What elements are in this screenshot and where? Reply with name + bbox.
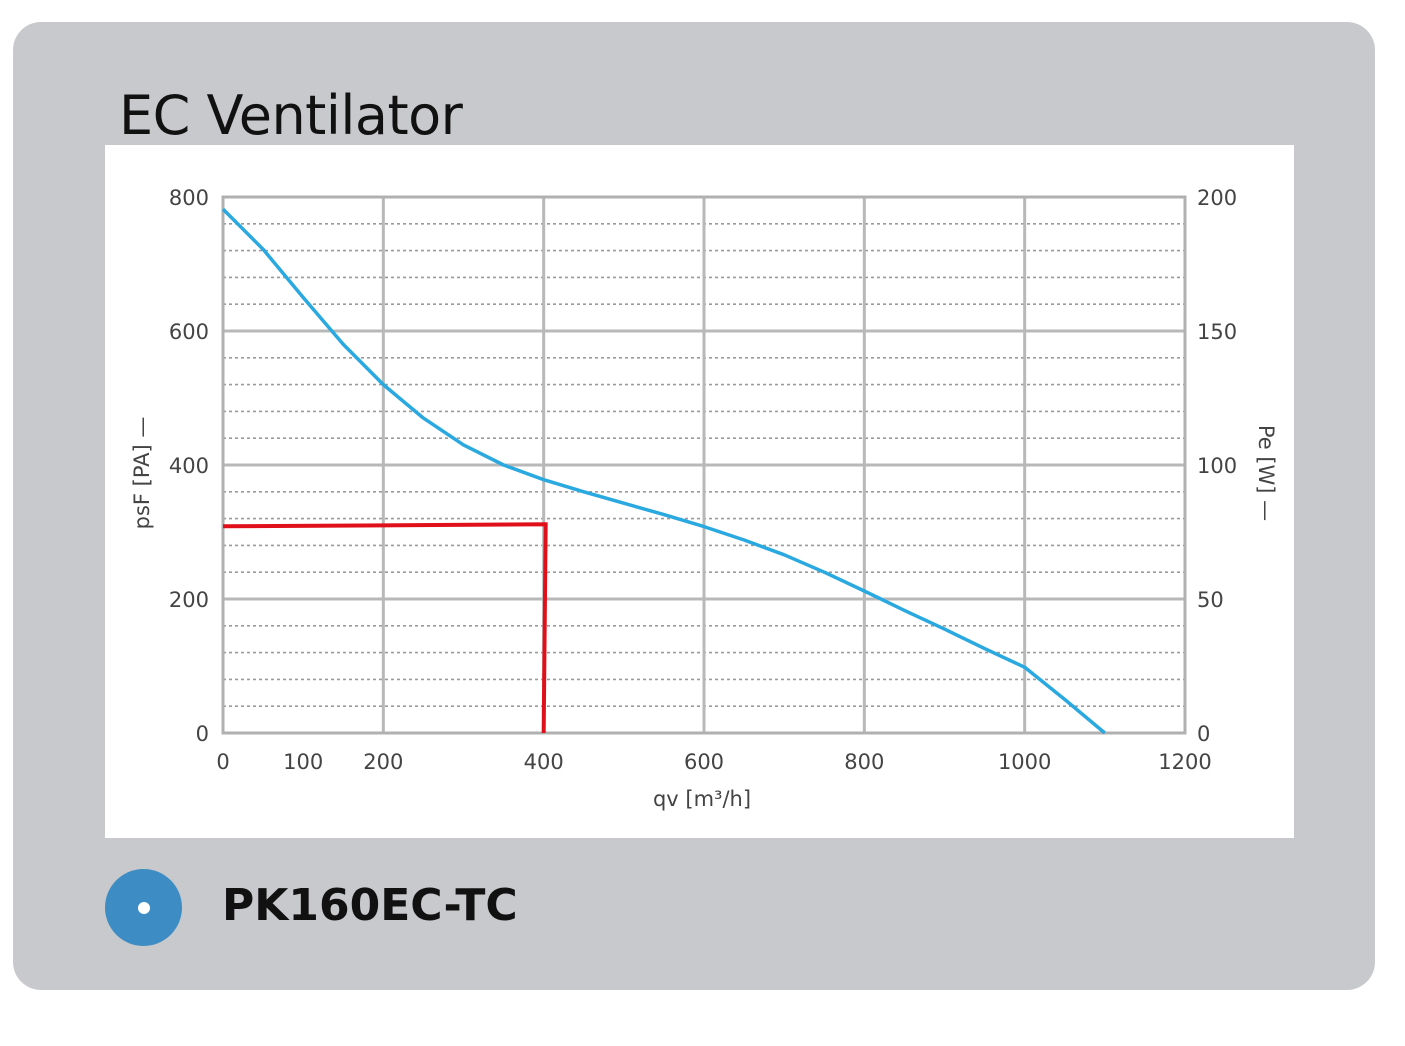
card-title: EC Ventilator	[119, 84, 463, 147]
x-tick-label: 800	[844, 750, 884, 774]
x-axis-label: qv [m³/h]	[653, 787, 751, 811]
y2-tick-label: 100	[1197, 454, 1237, 478]
y2-tick-label: 50	[1197, 588, 1224, 612]
x-tick-label: 1200	[1158, 750, 1211, 774]
tick-layer: 0 100 200 400 600 800 1000 1200 0 200 400 600 800 0 50…	[169, 186, 1237, 774]
model-name: PK160EC-TC	[222, 880, 518, 931]
x-tick-label: 0	[216, 750, 229, 774]
x-tick-label: 600	[684, 750, 724, 774]
major-grid	[221, 195, 1187, 735]
y2-tick-label: 150	[1197, 320, 1237, 344]
fan-curve-chart: 0 100 200 400 600 800 1000 1200 0 200 400 600 800 0 50…	[130, 186, 1278, 811]
y2-axis-label: Pe [W] —	[1254, 425, 1278, 521]
y-tick-label: 400	[169, 454, 209, 478]
y2-tick-label: 200	[1197, 186, 1237, 210]
performance-chart-panel: 0 100 200 400 600 800 1000 1200 0 200 400 600 800 0 50…	[105, 145, 1294, 838]
annotation-layer	[222, 522, 548, 734]
y-tick-label: 600	[169, 320, 209, 344]
series-line-pressure-curve	[221, 207, 1106, 735]
series-layer	[221, 207, 1106, 735]
plot-frame	[221, 195, 1187, 735]
y2-tick-label: 0	[1197, 722, 1210, 746]
radio-selected-dot	[138, 902, 150, 914]
y-tick-label: 200	[169, 588, 209, 612]
y-tick-label: 0	[196, 722, 209, 746]
y-tick-label: 800	[169, 186, 209, 210]
x-tick-label: 1000	[998, 750, 1051, 774]
model-radio-button[interactable]	[105, 869, 182, 946]
x-tick-label: 200	[363, 750, 403, 774]
y-axis-label: psF [PA] —	[130, 417, 154, 530]
operating-point-marker	[222, 522, 548, 734]
x-tick-label: 400	[524, 750, 564, 774]
x-tick-label: 100	[283, 750, 323, 774]
